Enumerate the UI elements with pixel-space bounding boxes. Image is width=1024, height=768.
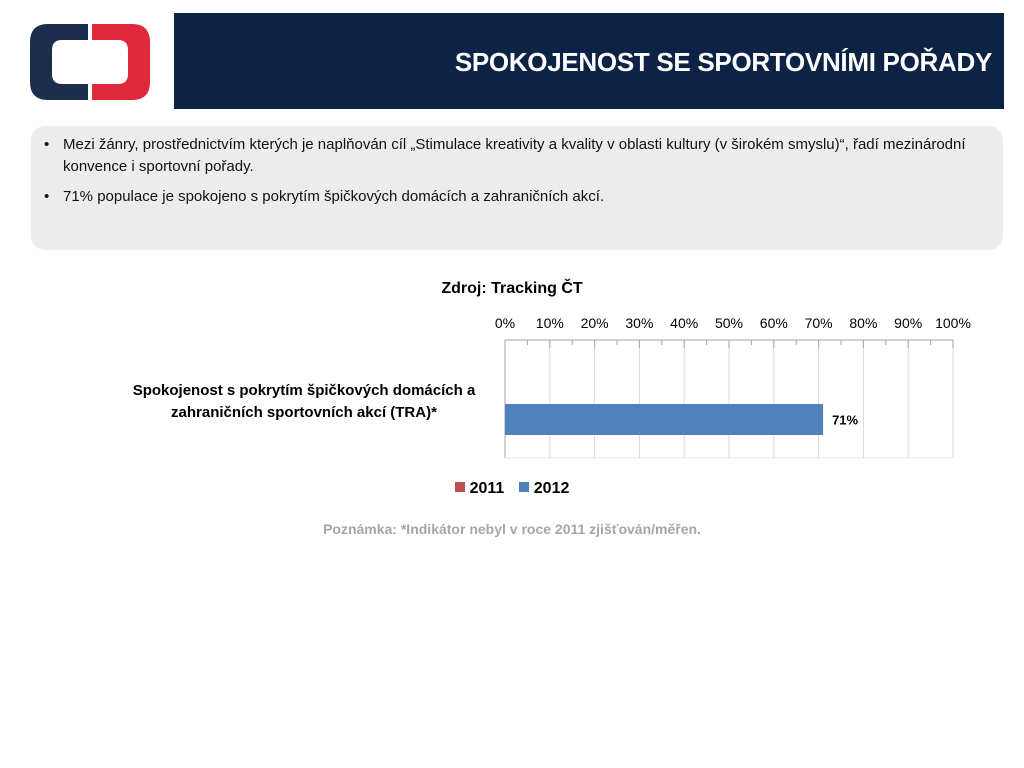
x-tick-label: 30%: [625, 315, 653, 331]
x-tick-label: 50%: [715, 315, 743, 331]
summary-bullet-text: Mezi žánry, prostřednictvím kterých je n…: [63, 136, 966, 175]
x-tick-label: 20%: [581, 315, 609, 331]
legend-item-2011: 2011: [454, 480, 505, 498]
x-tick-label: 40%: [670, 315, 698, 331]
page-title: SPOKOJENOST SE SPORTOVNÍMI POŘADY: [454, 47, 992, 77]
x-tick-label: 10%: [536, 315, 564, 331]
summary-box: • Mezi žánry, prostřednictvím kterých je …: [31, 126, 1003, 250]
logo-right-half: [92, 24, 150, 100]
chart-source: Zdroj: Tracking ČT: [441, 280, 583, 297]
logo-left-half: [30, 24, 88, 100]
summary-bullet: • 71% populace je spokojeno s pokrytím šp…: [44, 186, 973, 208]
x-tick-label: 90%: [894, 315, 922, 331]
footnote: Poznámka: *Indikátor nebyl v roce 2011 z…: [323, 521, 701, 537]
category-label: Spokojenost s pokrytím špičkových domácí…: [132, 382, 476, 421]
x-tick-label: 0%: [495, 315, 515, 331]
legend-label: 2011: [469, 480, 505, 497]
bar-2012: [505, 404, 824, 435]
bullet-dot-icon: •: [44, 188, 50, 205]
header-bar: SPOKOJENOST SE SPORTOVNÍMI POŘADY: [174, 13, 1004, 109]
bullet-dot-icon: •: [44, 136, 50, 153]
bar-data-label: 71%: [832, 413, 858, 428]
x-tick-label: 60%: [760, 315, 788, 331]
summary-bullet-text: 71% populace je spokojeno s pokrytím špi…: [63, 188, 605, 205]
legend-item-2012: 2012: [518, 480, 570, 498]
x-tick-label: 80%: [849, 315, 877, 331]
x-tick-label: 100%: [935, 315, 971, 331]
ct-logo-icon: [28, 20, 152, 104]
summary-bullet: • Mezi žánry, prostřednictvím kterých je …: [44, 134, 973, 178]
x-tick-label: 70%: [805, 315, 833, 331]
legend-swatch-2011: [454, 482, 465, 492]
legend-swatch-2012: [518, 482, 529, 492]
legend-label: 2012: [533, 480, 570, 497]
chart-legend: 2011 2012: [0, 480, 1024, 498]
